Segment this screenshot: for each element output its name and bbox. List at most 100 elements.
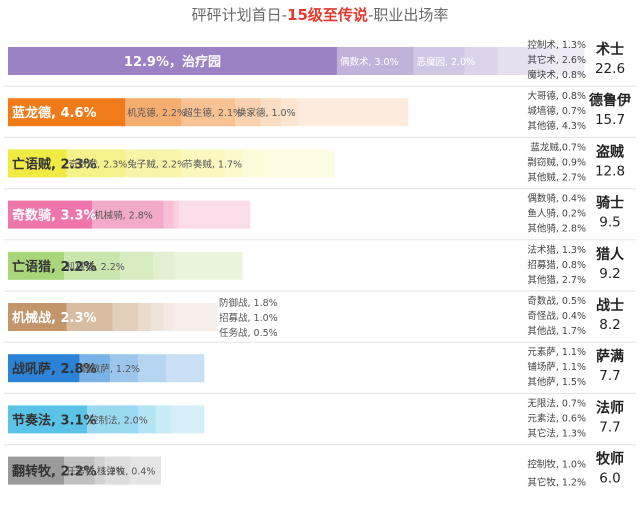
deck-label: 任务战, 0.5% (219, 327, 278, 339)
title-suffix: -职业出场率 (367, 6, 449, 24)
side-deck-label: 剽窃贼, 0.9% (527, 156, 586, 168)
bar-segment (234, 98, 261, 127)
side-deck-label: 偶数骑, 0.4% (527, 193, 586, 205)
class-name: 骑士 (596, 195, 624, 212)
bar-segment (8, 354, 80, 383)
bar-segment (64, 251, 121, 280)
side-deck-label: 其他战, 1.7% (527, 325, 586, 337)
side-deck-label: 其它术, 2.6% (527, 54, 586, 66)
bar-segment (8, 251, 65, 280)
bar-segment (8, 47, 337, 75)
side-deck-label: 控制牧, 1.0% (527, 459, 586, 471)
class-name: 牧师 (596, 451, 624, 468)
main-deck-label: 亡语贼, 2.3% (12, 156, 97, 172)
deck-label: 奇数贼, 2.3% (69, 158, 128, 170)
class-name: 法师 (596, 399, 624, 416)
bar-segment (155, 405, 172, 434)
deck-label: 防御战, 1.8% (219, 297, 278, 309)
side-deck-label: 蓝龙贼,0.7% (530, 141, 586, 153)
bar-segment (120, 251, 154, 280)
side-deck-label: 其他猎, 2.7% (527, 274, 586, 286)
class-total-rate: 9.5 (599, 215, 620, 231)
side-deck-label: 奇数战, 0.5% (527, 295, 586, 307)
bar-segment (8, 149, 67, 178)
class-name: 术士 (596, 41, 624, 58)
bar-segment (163, 200, 174, 229)
bar-segment (8, 200, 93, 229)
bar-segment (110, 354, 139, 383)
bar-segment (178, 200, 251, 229)
title-prefix: 砰砰计划首日- (191, 6, 288, 24)
bar-segment (181, 98, 235, 127)
bar-segment (298, 98, 409, 127)
side-deck-label: 鱼人骑, 0.2% (527, 208, 586, 220)
deck-label: 换家德, 1.0% (237, 107, 296, 119)
class-name: 德鲁伊 (589, 92, 631, 109)
side-deck-label: 其他贼, 2.7% (527, 171, 586, 183)
class-name: 萨满 (596, 348, 624, 365)
bar-segment (336, 47, 414, 75)
main-deck-label: 12.9%，治疗园 (124, 54, 221, 70)
side-deck-label: 其它法, 1.3% (527, 427, 586, 439)
deck-label: 超生德, 2.1% (183, 107, 242, 119)
bar-segment (173, 303, 218, 331)
deck-label: 兔子贼, 2.2% (127, 158, 186, 170)
class-total-rate: 15.7 (595, 112, 625, 128)
deck-label: 偶数术, 3.0% (340, 56, 399, 68)
side-deck-label: 奇怪战, 0.4% (527, 310, 586, 322)
deck-label: 控制法, 2.0% (89, 414, 148, 426)
class-total-rate: 6.0 (599, 471, 620, 487)
chart-title: 砰砰计划首日-15级至传说-职业出场率 (0, 4, 640, 25)
deck-label: 节奏贼, 1.7% (183, 158, 242, 170)
class-name: 战士 (596, 297, 624, 314)
bar-segment (260, 98, 281, 127)
bar-segment (138, 405, 156, 434)
deck-label: 机克德, 2.2% (127, 107, 186, 119)
bar-segment (173, 251, 243, 280)
side-deck-label: 城墙德, 0.7% (527, 105, 586, 117)
side-deck-label: 魔块术, 0.8% (527, 69, 586, 81)
bar-segment (530, 47, 552, 75)
deck-label: 机械猎, 2.2% (66, 261, 125, 273)
bar-segment (150, 303, 164, 331)
side-deck-label: 铺场萨, 1.1% (527, 361, 586, 373)
bar-segment (8, 303, 67, 331)
bar-segment (166, 354, 205, 383)
bar-segment (138, 303, 151, 331)
bar-segment (94, 456, 105, 485)
class-name: 盗贼 (596, 143, 624, 160)
class-name: 猎人 (596, 246, 625, 263)
bar-segment (8, 98, 126, 127)
main-deck-label: 蓝龙德, 4.6% (12, 105, 97, 121)
side-deck-label: 其他德, 4.3% (527, 120, 586, 132)
main-deck-label: 亡语猎, 2.2% (12, 259, 97, 275)
class-total-rate: 9.2 (599, 266, 620, 282)
bar-segment (8, 456, 65, 485)
main-deck-label: 奇数骑, 3.3% (12, 208, 97, 224)
bar-segment (265, 149, 335, 178)
side-deck-label: 元素法, 0.6% (527, 412, 586, 424)
side-deck-label: 法术猎, 1.3% (527, 244, 586, 256)
side-deck-label: 其他萨, 1.5% (527, 376, 586, 388)
deck-label: 偶数萨, 1.2% (81, 363, 140, 375)
title-highlight: 15级至传说 (287, 6, 368, 24)
main-deck-label: 战吼萨, 2.8% (12, 361, 97, 377)
side-deck-label: 控制术, 1.3% (527, 39, 586, 51)
class-total-rate: 22.6 (595, 61, 625, 77)
bar-segment (66, 149, 126, 178)
bar-segment (138, 354, 167, 383)
class-total-rate: 12.8 (595, 163, 625, 179)
side-deck-label: 元素萨, 1.1% (527, 346, 586, 358)
class-total-rate: 7.7 (599, 419, 620, 435)
deck-label: 任务牧, 1.2% (66, 466, 125, 478)
bar-segment (413, 47, 465, 75)
class-total-rate: 7.7 (599, 368, 620, 384)
class-total-rate: 8.2 (599, 317, 620, 333)
bar-segment (64, 456, 95, 485)
main-deck-label: 机械战, 2.3% (12, 310, 97, 326)
side-deck-label: 大哥德, 0.8% (527, 90, 586, 102)
main-deck-label: 节奏法, 3.1% (12, 412, 97, 428)
bar-segment (66, 303, 113, 331)
bar-segment (464, 47, 498, 75)
